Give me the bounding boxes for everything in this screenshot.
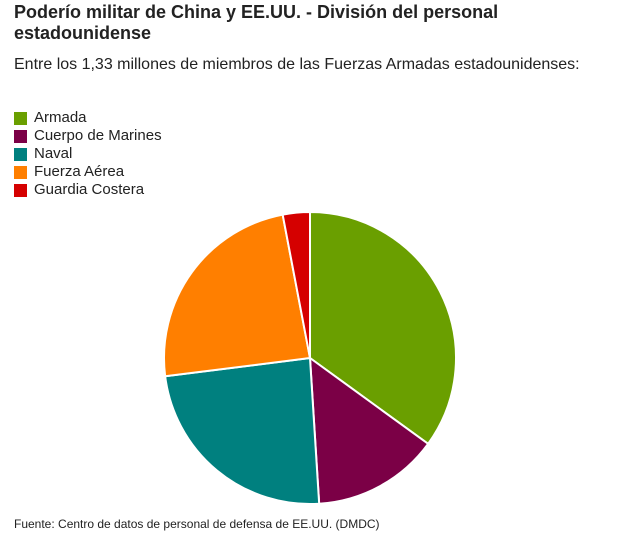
legend-item: Fuerza Aérea [14, 163, 162, 181]
legend-item: Armada [14, 109, 162, 127]
legend-swatch [14, 165, 27, 179]
source-note: Fuente: Centro de datos de personal de d… [14, 517, 380, 531]
legend-label: Fuerza Aérea [34, 163, 125, 180]
chart-subtitle: Entre los 1,33 millones de miembros de l… [14, 56, 580, 73]
legend-item: Guardia Costera [14, 181, 162, 199]
legend: Armada Cuerpo de Marines Naval Fuerza Aérea… [14, 109, 162, 199]
legend-swatch [14, 183, 27, 197]
legend-item: Cuerpo de Marines [14, 127, 162, 145]
legend-swatch [14, 111, 27, 125]
pie-slice [281, 210, 311, 359]
legend-label: Cuerpo de Marines [34, 127, 162, 144]
pie-slice [164, 356, 321, 505]
chart-title: Poderío militar de China y EE.UU. - Divi… [14, 2, 499, 43]
legend-label: Guardia Costera [34, 181, 145, 198]
pie-slice [163, 213, 312, 378]
legend-swatch [14, 129, 27, 143]
legend-item: Naval [14, 145, 162, 163]
legend-label: Naval [34, 145, 73, 162]
legend-label: Armada [34, 109, 87, 126]
legend-swatch [14, 147, 27, 161]
pie-slice [308, 355, 430, 505]
pie-slice [309, 210, 457, 446]
